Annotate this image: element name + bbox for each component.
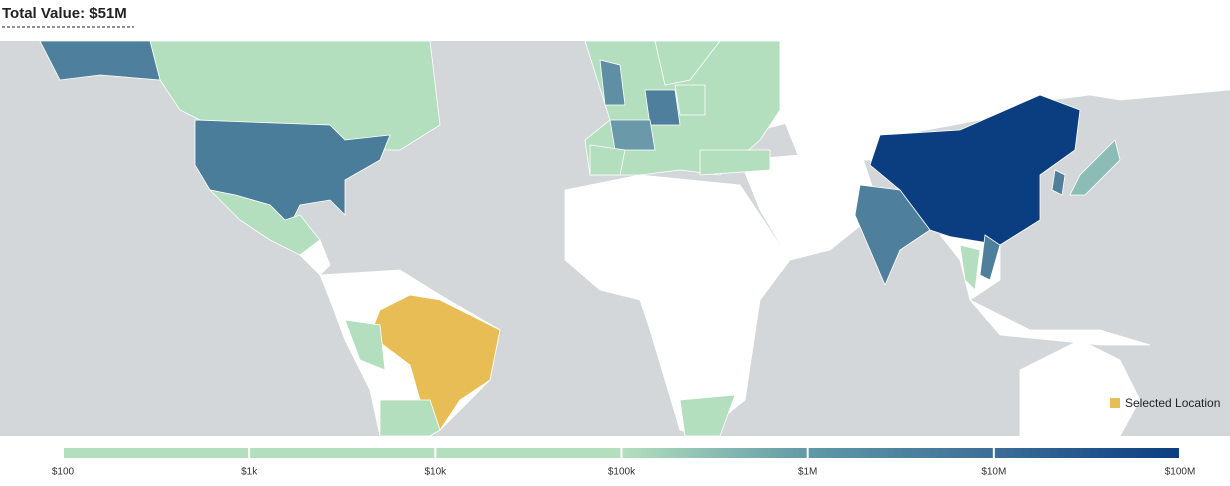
peru <box>344 319 386 371</box>
alaska <box>39 40 161 81</box>
argentina <box>379 399 441 437</box>
japan <box>1069 139 1121 196</box>
colorbar-tick-label: $100k <box>608 467 636 478</box>
colorbar-tick-label: $100 <box>52 467 75 478</box>
turkey <box>699 149 771 176</box>
colorbar-tick-label: $10M <box>981 467 1006 478</box>
indonesia <box>969 299 1151 346</box>
south-africa <box>679 394 736 437</box>
germany <box>644 89 681 126</box>
colorbar-tick-label: $1k <box>241 467 258 478</box>
brazil <box>369 294 501 431</box>
vietnam <box>979 234 1001 281</box>
legend-swatch <box>1110 398 1120 408</box>
korea <box>1051 169 1066 196</box>
uk <box>599 59 626 106</box>
colorbar-tick-label: $100M <box>1165 467 1196 478</box>
poland <box>674 84 706 116</box>
india <box>854 184 931 287</box>
scandinavia <box>654 40 721 86</box>
spain <box>589 144 626 176</box>
title: Total Value: $51M <box>2 5 127 22</box>
colorbar-tick-label: $10k <box>424 467 447 478</box>
thailand <box>959 244 981 291</box>
legend-label: Selected Location <box>1125 396 1220 410</box>
australia <box>1019 339 1141 437</box>
map: Selected Location <box>0 40 1230 437</box>
colorbar-tick-label: $1M <box>798 467 817 478</box>
france <box>609 119 656 151</box>
central-america <box>299 239 331 276</box>
